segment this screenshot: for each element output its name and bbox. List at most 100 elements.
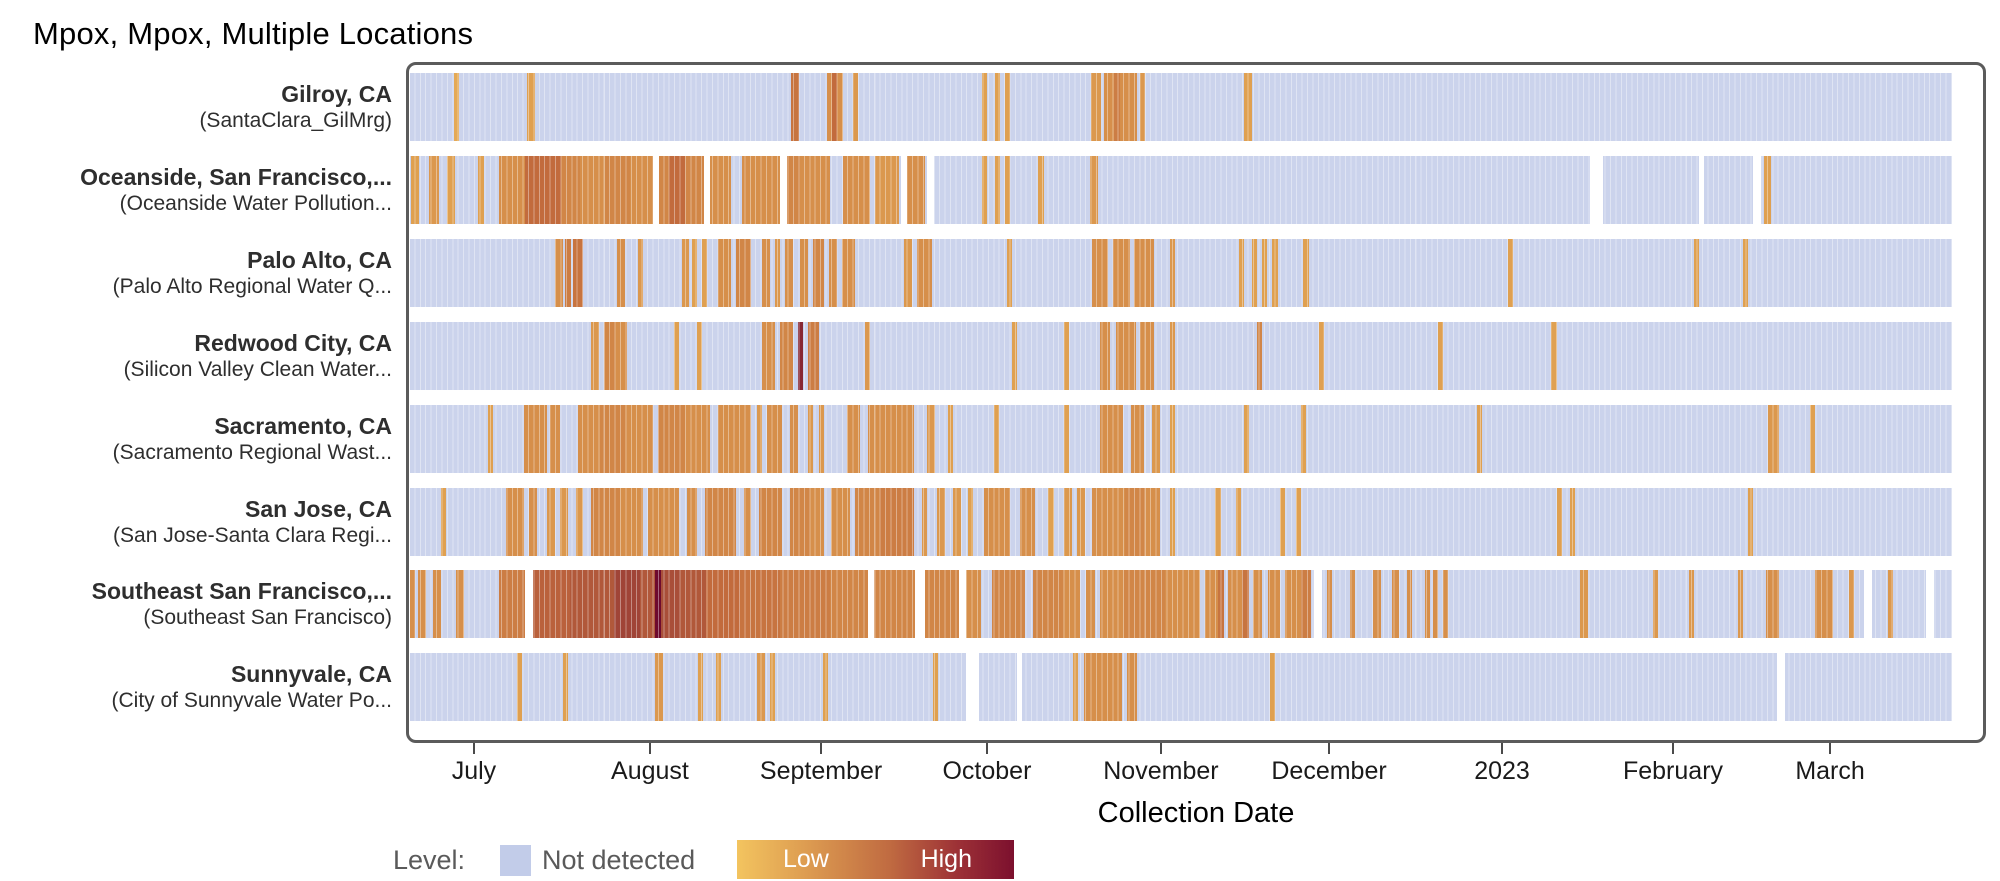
detection-stripe <box>1689 570 1694 639</box>
detection-stripe <box>807 404 813 473</box>
detection-stripe <box>1131 404 1144 473</box>
row-label: Sunnyvale, CA (City of Sunnyvale Water Po… <box>0 660 393 714</box>
detection-stripe <box>1038 155 1045 224</box>
detection-stripe <box>1100 653 1123 722</box>
detection-stripe <box>995 73 1000 141</box>
row-label: Sacramento, CA (Sacramento Regional Wast.… <box>0 412 392 466</box>
detection-stripe <box>867 404 891 473</box>
detection-stripe <box>1144 487 1160 556</box>
detection-stripe <box>948 404 953 473</box>
x-axis-title: Collection Date <box>1097 797 1295 829</box>
detection-stripe <box>1152 404 1161 473</box>
detection-stripe <box>1653 570 1658 639</box>
detection-stripe <box>818 404 824 473</box>
missing-data-gap <box>779 155 787 224</box>
detection-stripe <box>640 570 656 639</box>
detection-stripe <box>841 238 855 307</box>
detection-stripe <box>812 238 824 307</box>
detection-stripe <box>1848 570 1854 639</box>
detection-stripe <box>1134 238 1155 307</box>
missing-data-gap <box>915 570 926 639</box>
missing-data-gap <box>900 155 907 224</box>
detection-stripe <box>826 73 832 141</box>
axis-tick-label: December <box>1271 757 1387 785</box>
axis-tick-mark <box>472 743 475 754</box>
detection-stripe <box>1170 238 1175 307</box>
detection-stripe <box>1743 238 1748 307</box>
detection-stripe <box>1215 487 1222 556</box>
detection-stripe <box>1888 570 1893 639</box>
detection-stripe <box>1508 238 1513 307</box>
row-label: Palo Alto, CA (Palo Alto Regional Water Q… <box>0 246 392 300</box>
axis-tick-label: February <box>1622 757 1724 785</box>
detection-stripe <box>1438 321 1443 390</box>
detection-stripe <box>1737 570 1743 639</box>
detection-stripe <box>1112 238 1130 307</box>
detection-stripe <box>1327 570 1332 639</box>
axis-tick-label: August <box>611 757 689 785</box>
detection-stripe <box>1124 570 1166 639</box>
detection-stripe <box>904 238 913 307</box>
row-label-city: Sunnyvale, CA <box>230 661 392 688</box>
detection-stripe <box>1257 321 1262 390</box>
detection-stripe <box>599 404 625 473</box>
detection-stripe <box>1432 570 1438 639</box>
missing-data-gap <box>653 155 660 224</box>
row-label-site: (Southeast San Francisco) <box>143 606 392 630</box>
detection-stripe <box>952 487 961 556</box>
axis-tick-label: October <box>942 757 1032 785</box>
missing-data-gap <box>1698 155 1704 224</box>
row-strip <box>410 487 1952 556</box>
detection-stripe <box>698 653 703 722</box>
axis-tick-mark <box>985 743 988 754</box>
detection-stripe <box>620 487 643 556</box>
detection-stripe <box>546 487 555 556</box>
detection-stripe <box>706 570 740 639</box>
detection-stripe <box>797 321 803 390</box>
row-strip <box>410 238 1952 307</box>
detection-stripe <box>875 155 900 224</box>
detection-stripe <box>756 653 765 722</box>
detection-stripe <box>517 653 522 722</box>
row-label-site: (SantaClara_GilMrg) <box>199 109 392 132</box>
detection-stripe <box>533 570 571 639</box>
detection-stripe <box>1100 321 1111 390</box>
detection-stripe <box>917 238 932 307</box>
axis-tick-label: March <box>1795 757 1865 785</box>
detection-stripe <box>925 570 959 639</box>
detection-stripe <box>696 321 702 390</box>
detection-stripe <box>1242 570 1249 639</box>
detection-stripe <box>1100 404 1123 473</box>
detection-stripe <box>638 238 643 307</box>
detection-stripe <box>789 487 810 556</box>
legend-not-detected-label: Not detected <box>542 845 696 875</box>
row-label-city: Oceanside, San Francisco,... <box>80 163 392 190</box>
detection-stripe <box>1301 570 1312 639</box>
detection-stripe <box>570 570 614 639</box>
detection-stripe <box>1570 487 1575 556</box>
detection-stripe <box>1090 155 1099 224</box>
detection-stripe <box>1407 570 1412 639</box>
detection-stripe <box>614 570 641 639</box>
detection-stripe <box>488 404 493 473</box>
detection-stripe <box>428 155 439 224</box>
not-detected-background <box>410 653 1952 722</box>
detection-stripe <box>704 487 736 556</box>
detection-stripe <box>799 238 808 307</box>
detection-stripe <box>1164 570 1200 639</box>
row-label: Oceanside, San Francisco,... (Oceanside W… <box>0 163 392 217</box>
axis-tick-mark <box>1328 743 1331 754</box>
missing-data-gap <box>1925 570 1934 639</box>
row-label-site: (Silicon Valley Clean Water... <box>123 357 392 381</box>
detection-stripe <box>682 238 689 307</box>
detection-stripe <box>453 73 460 141</box>
detection-stripe <box>1077 487 1086 556</box>
detection-stripe <box>673 321 679 390</box>
detection-stripe <box>1170 321 1175 390</box>
detection-stripe <box>418 570 427 639</box>
detection-stripe <box>1271 238 1278 307</box>
detection-stripe <box>447 155 456 224</box>
detection-stripe <box>1063 487 1072 556</box>
axis-tick-mark <box>1159 743 1162 754</box>
